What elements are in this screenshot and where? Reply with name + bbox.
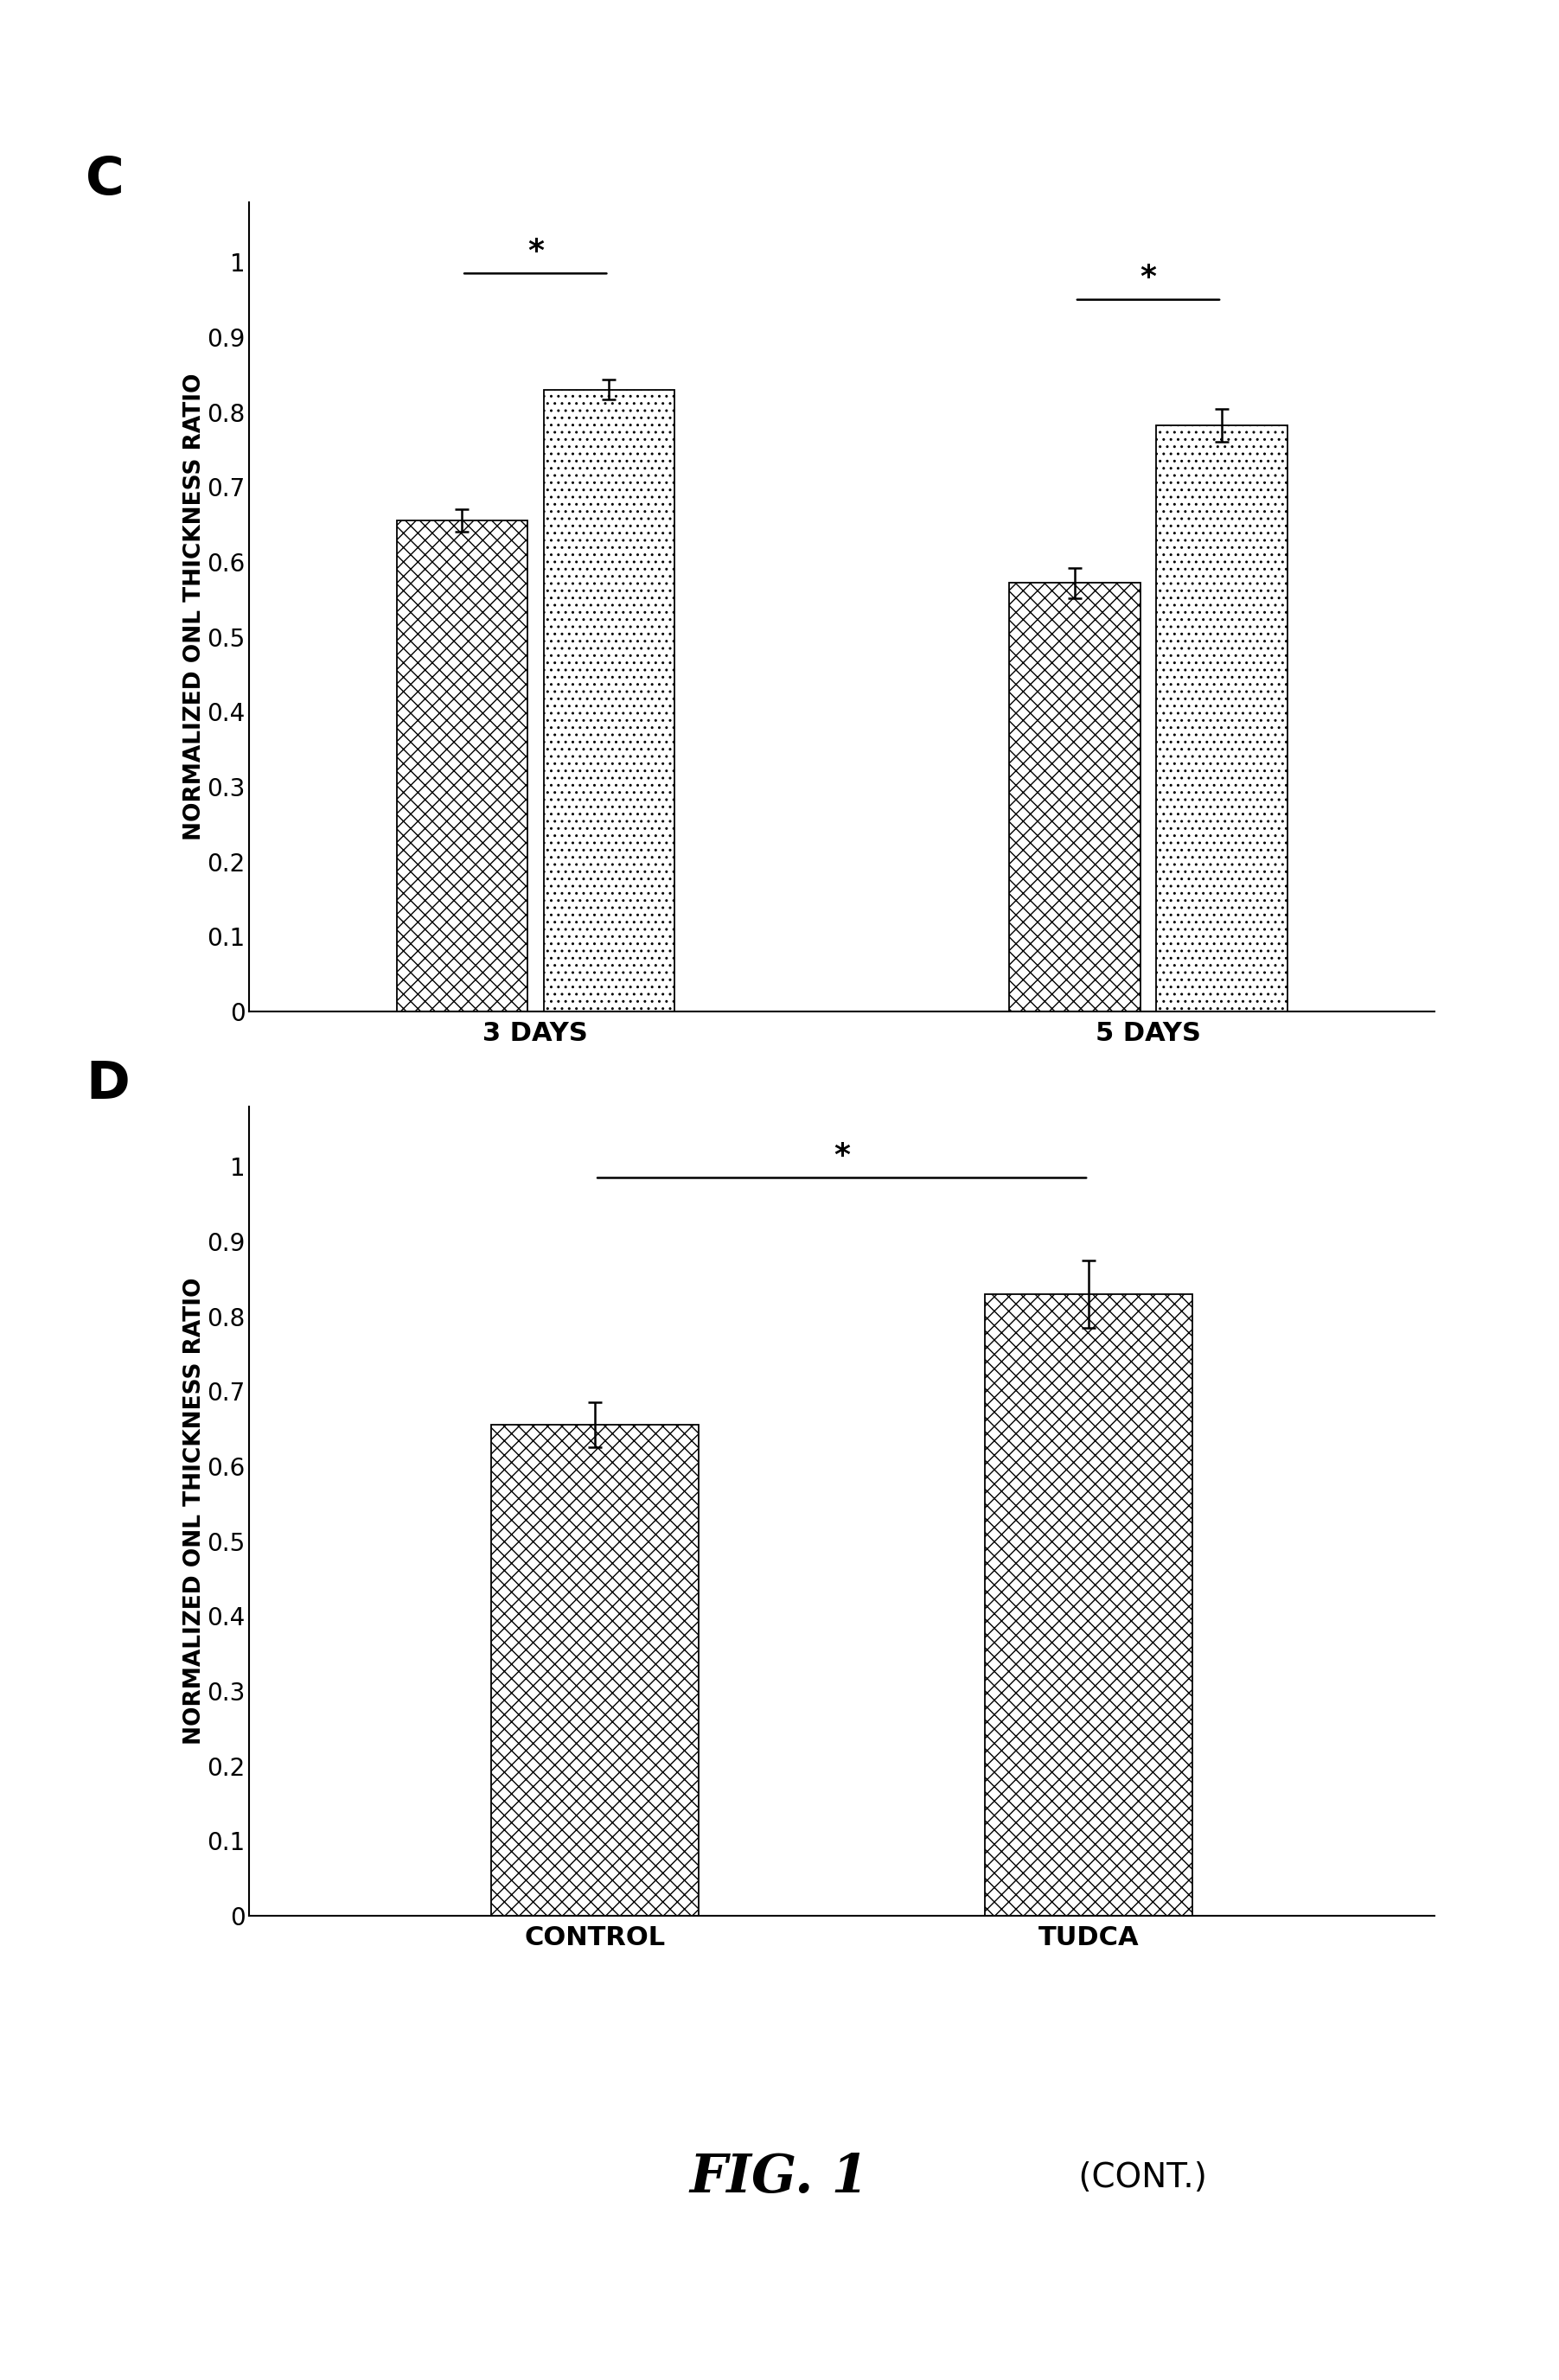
Y-axis label: NORMALIZED ONL THICKNESS RATIO: NORMALIZED ONL THICKNESS RATIO — [184, 374, 206, 840]
Bar — [491, 1426, 698, 1916]
Bar — [1157, 426, 1288, 1011]
Bar — [544, 390, 675, 1012]
Bar — [396, 521, 527, 1012]
Bar — [985, 1295, 1193, 1916]
Bar — [1009, 583, 1140, 1012]
Text: *: * — [1140, 262, 1157, 293]
Text: FIG. 1: FIG. 1 — [691, 2152, 868, 2204]
Text: *: * — [834, 1140, 850, 1171]
Text: C: C — [86, 155, 125, 205]
Text: *: * — [527, 236, 544, 267]
Y-axis label: NORMALIZED ONL THICKNESS RATIO: NORMALIZED ONL THICKNESS RATIO — [184, 1278, 206, 1745]
Text: D: D — [86, 1059, 129, 1109]
Text: (CONT.): (CONT.) — [1068, 2161, 1207, 2194]
